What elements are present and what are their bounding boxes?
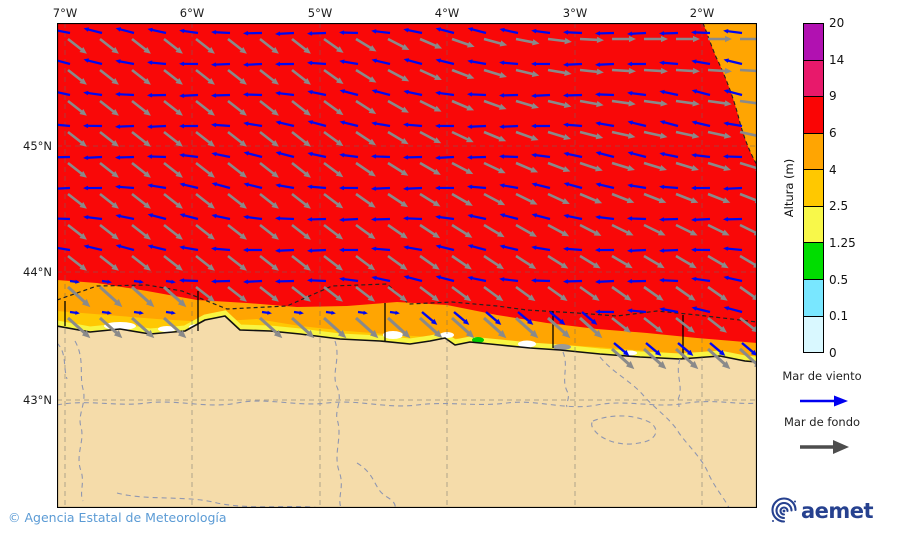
aemet-logo: aemet [770,497,874,525]
y-tick-label: 43°N [23,393,52,407]
aemet-logo-text: aemet [801,498,874,523]
colorbar-segment [804,243,823,280]
colorbar-segment [804,97,823,134]
colorbar-boundary-label: 0.5 [829,272,849,287]
y-tick-label: 44°N [23,265,52,279]
y-tick-label: 45°N [23,139,52,153]
x-tick-label: 7°W [52,6,78,20]
swell-arrow-icon [800,440,849,454]
colorbar-boundary-label: 6 [829,126,837,140]
x-tick-label: 2°W [689,6,715,20]
colorbar-segment [804,133,823,171]
colorbar-segment [804,206,823,244]
colorbar-boundary-label: 9 [829,89,837,104]
colorbar-segment [804,170,823,207]
aemet-swirl-icon [771,497,797,523]
colorbar-boundary-label: 1.25 [829,236,856,250]
colorbar-boundary-label: 0 [829,346,837,360]
x-tick-label: 6°W [179,6,205,20]
colorbar-boundary-label: 0.1 [829,309,849,324]
colorbar-boundary-label: 20 [829,16,845,30]
colorbar-title: Altura (m) [782,158,796,218]
copyright-text: © Agencia Estatal de Meteorología [8,510,227,525]
wave-height-map [57,23,757,508]
colorbar-segment [804,24,823,61]
colorbar-boundary-label: 4 [829,162,837,177]
x-tick-label: 4°W [434,6,460,20]
colorbar-segment [804,60,823,98]
x-tick-label: 3°W [562,6,588,20]
wind-arrow-icon [800,395,848,407]
legend-wind-label: Mar de viento [782,369,862,383]
wave-height-colorbar [803,23,824,353]
x-tick-label: 5°W [307,6,333,20]
legend-swell-label: Mar de fondo [783,415,861,429]
colorbar-boundary-label: 2.5 [829,199,849,214]
colorbar-segment [804,316,823,353]
colorbar-segment [804,279,823,317]
colorbar-boundary-label: 14 [829,52,845,67]
